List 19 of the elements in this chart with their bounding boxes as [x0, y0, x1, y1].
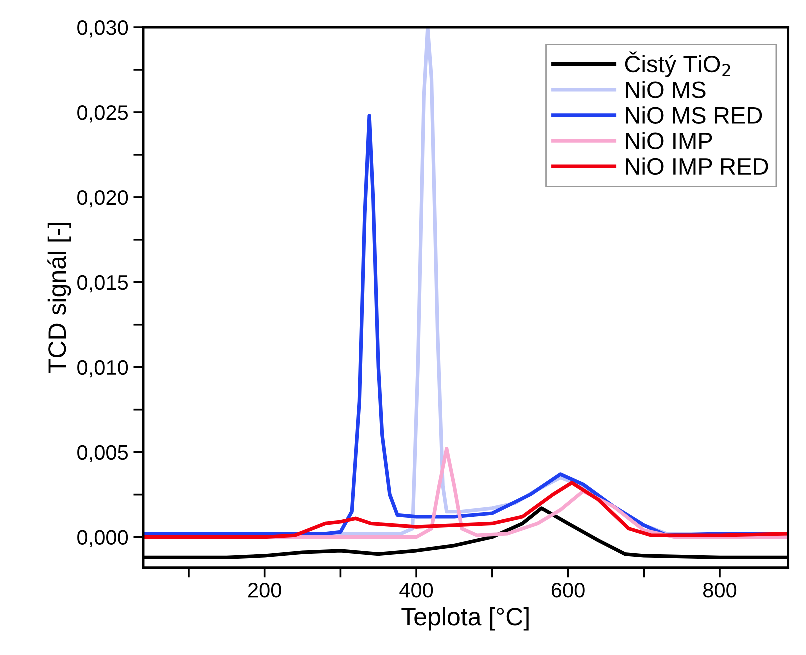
x-tick-label: 200	[248, 583, 282, 598]
x-tick-label: 400	[400, 583, 434, 598]
legend-label: NiO MS	[626, 81, 706, 98]
y-tick-label: 0,020	[78, 190, 128, 208]
legend-label: NiO MS RED	[626, 106, 762, 124]
x-tick-label: 600	[552, 583, 585, 598]
x-axis-title: Teplota [°C]	[402, 607, 529, 631]
y-tick-label: 0,025	[78, 105, 128, 123]
y-axis-title: TCD signál [-]	[48, 223, 72, 374]
y-tick-label: 0,010	[78, 360, 128, 378]
y-tick-label: 0,000	[78, 530, 128, 548]
y-tick-label: 0,015	[78, 275, 128, 293]
x-tick-label: 800	[704, 583, 737, 598]
line-series	[143, 481, 788, 540]
y-tick-label: 0,030	[78, 20, 128, 38]
y-tick-label: 0,005	[78, 445, 128, 463]
legend-label: NiO IMP	[626, 132, 712, 150]
legend-label: NiO IMP RED	[626, 158, 768, 176]
legend-label: Čistý TiO$_{2}$	[625, 52, 730, 78]
